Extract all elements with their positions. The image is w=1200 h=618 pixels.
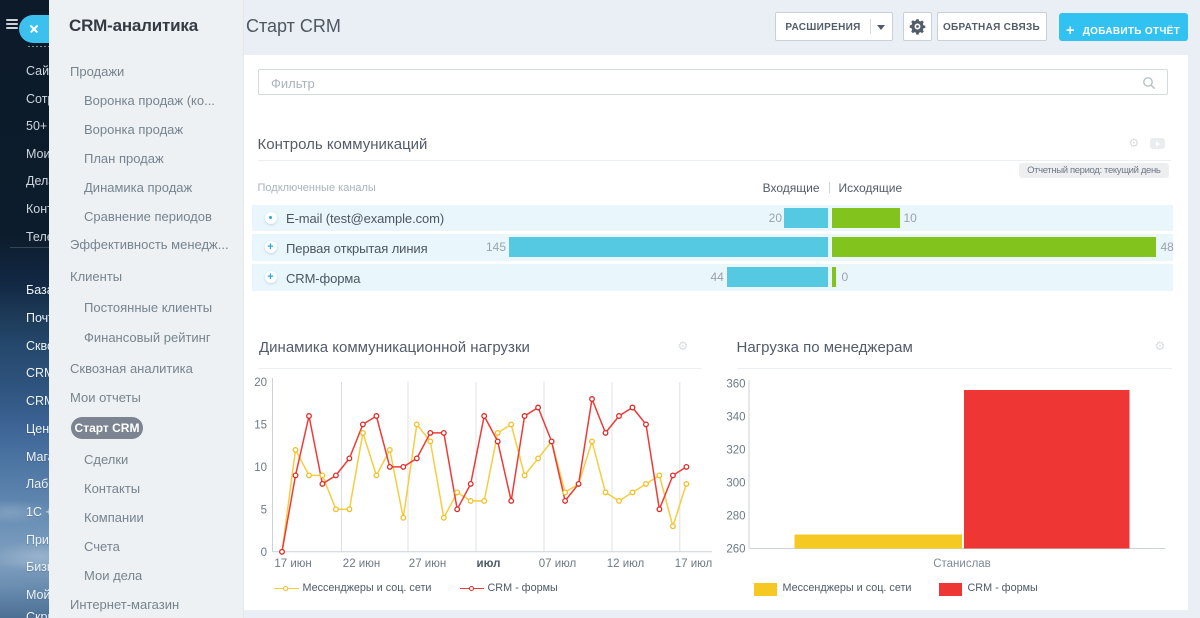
svg-text:260: 260 — [726, 544, 745, 556]
svg-text:07 июл: 07 июл — [538, 558, 576, 570]
svg-text:10: 10 — [254, 462, 267, 474]
svg-text:Станислав: Станислав — [933, 558, 991, 570]
svg-text:300: 300 — [726, 478, 745, 490]
svg-text:0: 0 — [260, 547, 266, 559]
svg-text:июл: июл — [476, 558, 500, 570]
svg-text:340: 340 — [726, 412, 745, 424]
svg-text:17 июн: 17 июн — [274, 558, 311, 570]
svg-text:360: 360 — [726, 379, 745, 391]
svg-text:5: 5 — [260, 504, 266, 516]
svg-text:12 июл: 12 июл — [606, 558, 644, 570]
svg-text:320: 320 — [726, 445, 745, 457]
svg-text:17 июл: 17 июл — [674, 558, 712, 570]
svg-text:22 июн: 22 июн — [342, 558, 379, 570]
svg-text:27 июн: 27 июн — [408, 558, 445, 570]
svg-text:280: 280 — [726, 511, 745, 523]
svg-text:15: 15 — [254, 419, 267, 431]
svg-text:20: 20 — [254, 377, 267, 389]
